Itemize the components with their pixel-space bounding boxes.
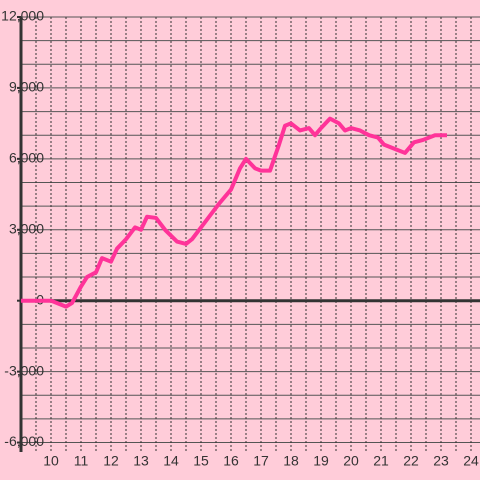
y-tick-label: -6,000 <box>4 433 44 449</box>
x-tick-label: 23 <box>433 453 449 469</box>
y-tick-label: -3,000 <box>4 362 44 378</box>
y-tick-label: 6,000 <box>9 150 44 166</box>
x-tick-label: 14 <box>163 453 179 469</box>
x-tick-label: 22 <box>403 453 419 469</box>
x-tick-label: 20 <box>343 453 359 469</box>
x-tick-label: 12 <box>103 453 119 469</box>
x-tick-label: 18 <box>283 453 299 469</box>
x-tick-label: 15 <box>193 453 209 469</box>
y-tick-label: 12,000 <box>1 8 44 24</box>
y-tick-label: 9,000 <box>9 79 44 95</box>
x-tick-label: 24 <box>463 453 479 469</box>
x-tick-label: 13 <box>133 453 149 469</box>
data-line <box>21 116 447 309</box>
x-tick-label: 10 <box>43 453 59 469</box>
x-tick-label: 16 <box>223 453 239 469</box>
x-tick-label: 11 <box>74 453 89 469</box>
x-tick-label: 17 <box>253 453 269 469</box>
x-tick-label: 19 <box>313 453 329 469</box>
x-tick-label: 21 <box>373 453 389 469</box>
y-tick-label: 3,000 <box>9 220 44 236</box>
